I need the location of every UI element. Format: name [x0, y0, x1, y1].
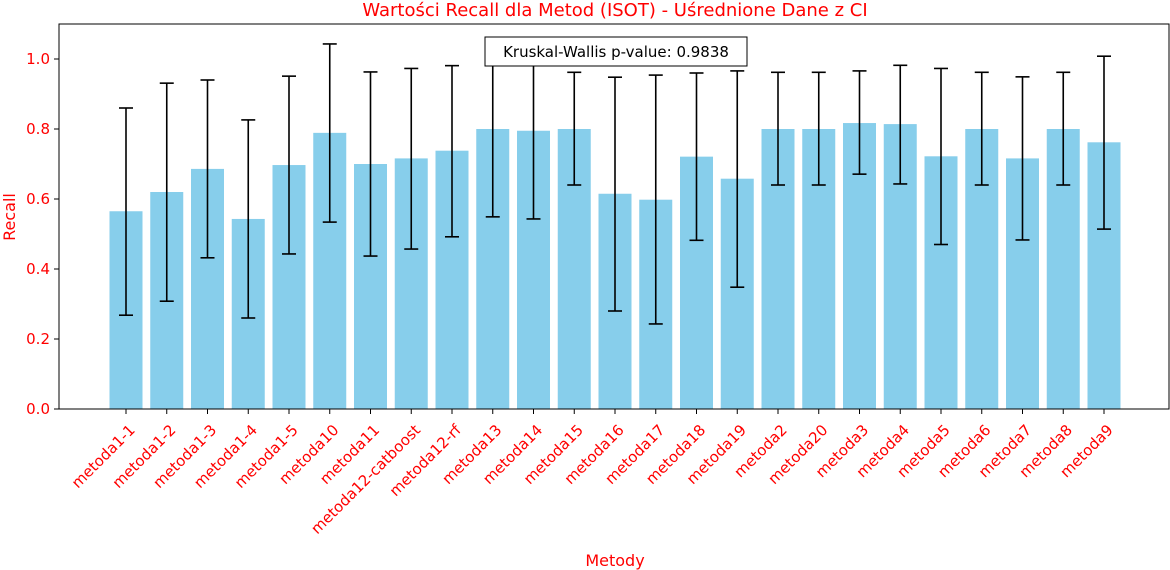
- y-tick-label: 0.8: [26, 120, 50, 138]
- annotation-box: [484, 36, 748, 67]
- y-tick-label: 0.4: [26, 260, 50, 278]
- y-tick-label: 0.2: [26, 330, 50, 348]
- y-tick-label: 0.6: [26, 190, 50, 208]
- y-tick-label: 1.0: [26, 50, 50, 68]
- bars-group: [109, 123, 1121, 410]
- axes-group: [58, 23, 1170, 410]
- chart-title: Wartości Recall dla Metod (ISOT) - Uśred…: [362, 0, 867, 21]
- y-ticks-group: 0.0 0.2 0.4 0.6 0.8 1.0: [26, 50, 59, 418]
- error-bars-group: [119, 43, 1111, 325]
- y-axis-label: Recall: [0, 193, 19, 241]
- x-axis-label: Metody: [585, 551, 644, 570]
- annotation-text: Kruskal-Wallis p-value: 0.9838: [503, 43, 729, 61]
- y-tick-label: 0.0: [26, 400, 50, 418]
- kruskal-wallis-annotation: Kruskal-Wallis p-value: 0.9838: [484, 36, 748, 67]
- x-ticks-group: metoda1-1metoda1-2metoda1-3metoda1-4meto…: [68, 409, 1117, 538]
- plot-frame: [58, 23, 1170, 410]
